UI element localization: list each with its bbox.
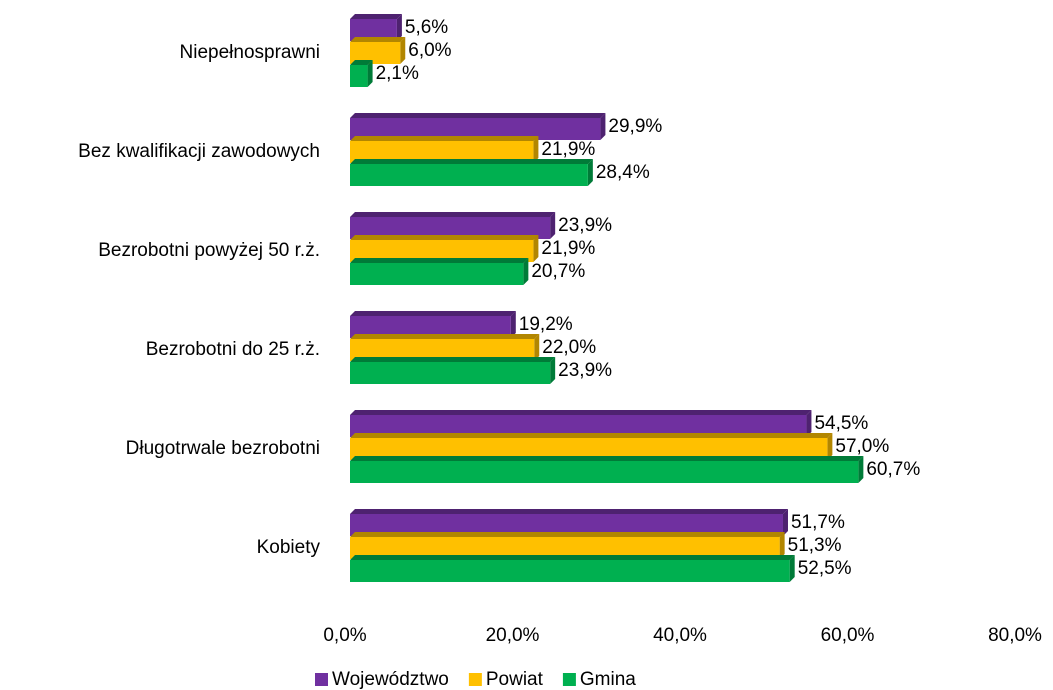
bar [350, 461, 859, 483]
bar [350, 560, 790, 582]
bar-side [400, 37, 406, 64]
x-tick-label: 80,0% [988, 625, 1042, 646]
bar-side [533, 136, 539, 163]
bar-top [350, 258, 529, 263]
bar-top [350, 555, 795, 560]
bar-side [600, 113, 606, 140]
legend-swatch [315, 673, 328, 686]
bar-top [350, 14, 402, 19]
legend-label: Gmina [580, 669, 636, 690]
data-label: 54,5% [814, 413, 868, 434]
data-label: 52,5% [798, 558, 852, 579]
bar-top [350, 311, 516, 316]
data-label: 21,9% [541, 139, 595, 160]
bar-top [350, 532, 785, 537]
bar-top [350, 113, 606, 118]
x-tick-label: 60,0% [821, 625, 875, 646]
bar [350, 217, 551, 239]
bar [350, 415, 807, 437]
bar-top [350, 334, 540, 339]
bar-side [523, 258, 529, 285]
data-label: 28,4% [596, 162, 650, 183]
category-label: Długotrwale bezrobotni [126, 438, 320, 459]
bar [350, 537, 780, 559]
bar-side [858, 456, 864, 483]
bar [350, 141, 534, 163]
category-label: Bez kwalifikacji zawodowych [78, 141, 320, 162]
bar-side [550, 357, 556, 384]
legend-swatch [468, 673, 482, 686]
bar [350, 42, 401, 64]
legend-label: Województwo [332, 669, 449, 690]
bar-side [367, 60, 373, 87]
bar-top [350, 60, 373, 65]
x-tick-label: 40,0% [653, 625, 707, 646]
bar-side [510, 311, 516, 338]
bar-side [806, 410, 812, 437]
category-label: Niepełnosprawni [180, 42, 320, 63]
x-tick-label: 20,0% [486, 625, 540, 646]
bar [350, 65, 368, 87]
bar-top [350, 235, 539, 240]
bar [350, 438, 828, 460]
bar-side [827, 433, 833, 460]
bar-top [350, 456, 864, 461]
bar-top [350, 509, 788, 514]
bar-side [587, 159, 593, 186]
data-label: 19,2% [519, 314, 573, 335]
data-label: 23,9% [558, 215, 612, 236]
data-label: 57,0% [835, 436, 889, 457]
data-label: 5,6% [405, 17, 448, 38]
bar-side [533, 235, 539, 262]
bar [350, 19, 397, 41]
bar [350, 316, 511, 338]
bar-top [350, 37, 406, 42]
data-label: 29,9% [608, 116, 662, 137]
category-label: Kobiety [257, 537, 321, 558]
data-label: 23,9% [558, 360, 612, 381]
bar [350, 240, 534, 262]
bar [350, 339, 535, 361]
data-label: 51,3% [788, 535, 842, 556]
bar-top [350, 433, 833, 438]
bar-side [779, 532, 785, 559]
bar-side [782, 509, 788, 536]
bar [350, 118, 601, 140]
bar-top [350, 410, 812, 415]
data-label: 51,7% [791, 512, 845, 533]
bar [350, 514, 783, 536]
bar-top [350, 212, 556, 217]
bar-side [550, 212, 556, 239]
bar [350, 164, 588, 186]
data-label: 21,9% [541, 238, 595, 259]
data-label: 22,0% [542, 337, 596, 358]
data-label: 20,7% [531, 261, 585, 282]
bar-side [789, 555, 795, 582]
category-label: Bezrobotni powyżej 50 r.ż. [98, 240, 320, 261]
bar [350, 263, 524, 285]
bar-side [396, 14, 402, 41]
category-label: Bezrobotni do 25 r.ż. [146, 339, 320, 360]
bar-top [350, 136, 539, 141]
legend-label: Powiat [486, 669, 544, 690]
bar-top [350, 357, 556, 362]
legend-swatch [562, 673, 576, 686]
bar-side [534, 334, 540, 361]
bar [350, 362, 551, 384]
bar-top [350, 159, 593, 164]
data-label: 2,1% [376, 63, 419, 84]
data-label: 60,7% [866, 459, 920, 480]
x-tick-label: 0,0% [323, 625, 366, 646]
data-label: 6,0% [408, 40, 451, 61]
